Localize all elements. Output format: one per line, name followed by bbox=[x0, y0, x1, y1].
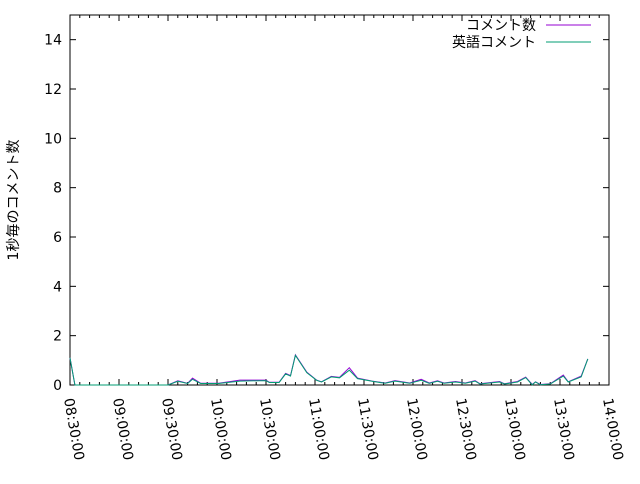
x-tick-label: 13:00:00 bbox=[501, 397, 528, 462]
y-tick-label: 12 bbox=[44, 82, 62, 98]
series-line-1 bbox=[70, 355, 588, 385]
x-tick-label: 12:00:00 bbox=[403, 397, 430, 462]
y-axis-label: 1秒毎のコメント数 bbox=[6, 140, 22, 261]
legend: コメント数 英語コメント bbox=[452, 18, 591, 51]
x-tick-label: 11:00:00 bbox=[305, 397, 332, 462]
series-lines bbox=[70, 355, 588, 385]
x-tick-label: 11:30:00 bbox=[354, 397, 381, 462]
series-line-0 bbox=[70, 355, 588, 385]
y-tick-label: 6 bbox=[53, 230, 62, 246]
x-tick-label: 10:00:00 bbox=[207, 397, 234, 462]
y-tick-label: 2 bbox=[53, 329, 62, 345]
plot-frame bbox=[70, 15, 609, 385]
x-tick-label: 13:30:00 bbox=[550, 397, 577, 462]
y-tick-label: 14 bbox=[44, 33, 62, 49]
x-tick-label: 12:30:00 bbox=[452, 397, 479, 462]
x-tick-label: 09:30:00 bbox=[158, 397, 185, 462]
y-tick-label: 4 bbox=[53, 279, 62, 295]
x-tick-label: 14:00:00 bbox=[599, 397, 626, 462]
legend-label-1: 英語コメント bbox=[452, 34, 536, 51]
y-tick-label: 8 bbox=[53, 181, 62, 197]
y-tick-label: 10 bbox=[44, 131, 62, 147]
y-tick-label: 0 bbox=[53, 378, 62, 394]
x-axis: 08:30:00 09:00:00 09:30:00 10:00:00 10:30:00… bbox=[60, 15, 626, 462]
legend-label-0: コメント数 bbox=[466, 18, 536, 34]
x-tick-label: 08:30:00 bbox=[60, 397, 87, 462]
x-tick-label: 09:00:00 bbox=[109, 397, 136, 462]
x-tick-label: 10:30:00 bbox=[256, 397, 283, 462]
y-axis: 0 2 4 6 8 10 12 14 bbox=[44, 33, 609, 394]
